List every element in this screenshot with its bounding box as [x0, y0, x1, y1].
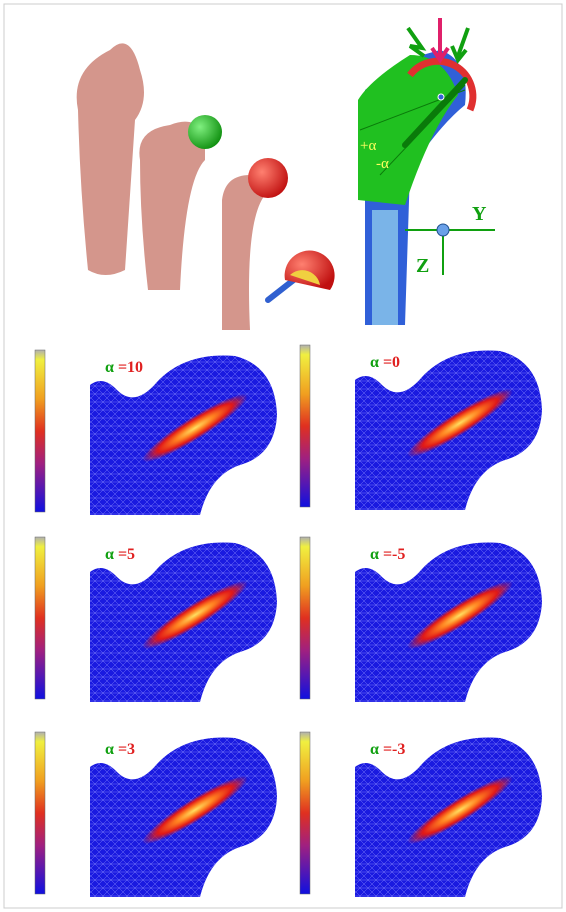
alpha-value: =3	[118, 741, 135, 758]
stress-panel: α=-5	[300, 537, 542, 702]
alpha-label: α=5	[105, 546, 135, 563]
alpha-value: =0	[383, 354, 400, 371]
alpha-value: =10	[118, 359, 143, 376]
alpha-symbol: α	[105, 546, 114, 563]
stress-panel: α=10	[35, 350, 277, 515]
arrow	[408, 28, 424, 56]
pivot	[438, 94, 444, 100]
femoral-head	[358, 55, 458, 205]
alpha-label: α=0	[370, 354, 400, 371]
color-scale	[300, 537, 310, 699]
stress-panel: α=-3	[300, 732, 542, 897]
alpha-label: α=10	[105, 359, 143, 376]
alpha-symbol: α	[370, 741, 379, 758]
axis-y-label: Y	[472, 203, 487, 225]
alpha-symbol: α	[105, 359, 114, 376]
stress-panel: α=0	[300, 345, 542, 510]
alpha-symbol: α	[370, 354, 379, 371]
arrow	[452, 28, 468, 60]
color-scale	[35, 732, 45, 894]
femur-models	[77, 43, 335, 330]
alpha-minus: -α	[376, 156, 389, 172]
axis-z-label: Z	[416, 255, 429, 277]
stress-panel: α=5	[35, 537, 277, 702]
alpha-plus: +α	[360, 138, 376, 154]
canal	[372, 210, 398, 325]
femur-2	[139, 122, 205, 290]
femur-1	[77, 43, 144, 275]
alpha-symbol: α	[370, 546, 379, 563]
alpha-value: =-5	[383, 546, 405, 563]
alpha-symbol: α	[105, 741, 114, 758]
alpha-label: α=-3	[370, 741, 405, 758]
alpha-label: α=3	[105, 741, 135, 758]
figure: +α -α Y Z α=10α=0α=5α=-5α=3α=-3	[0, 0, 566, 912]
arrow	[432, 18, 448, 60]
stress-panel: α=3	[35, 732, 277, 897]
color-scale	[35, 537, 45, 699]
alpha-value: =5	[118, 546, 135, 563]
green-head	[188, 115, 222, 149]
red-head	[248, 158, 288, 198]
alpha-label: α=-5	[370, 546, 405, 563]
loading-diagram: +α -α Y Z	[358, 18, 495, 325]
alpha-value: =-3	[383, 741, 405, 758]
figure-canvas: +α -α Y Z α=10α=0α=5α=-5α=3α=-3	[0, 0, 566, 912]
origin	[437, 224, 449, 236]
color-scale	[300, 345, 310, 507]
femur-3	[222, 175, 265, 330]
color-scale	[35, 350, 45, 512]
color-scale	[300, 732, 310, 894]
